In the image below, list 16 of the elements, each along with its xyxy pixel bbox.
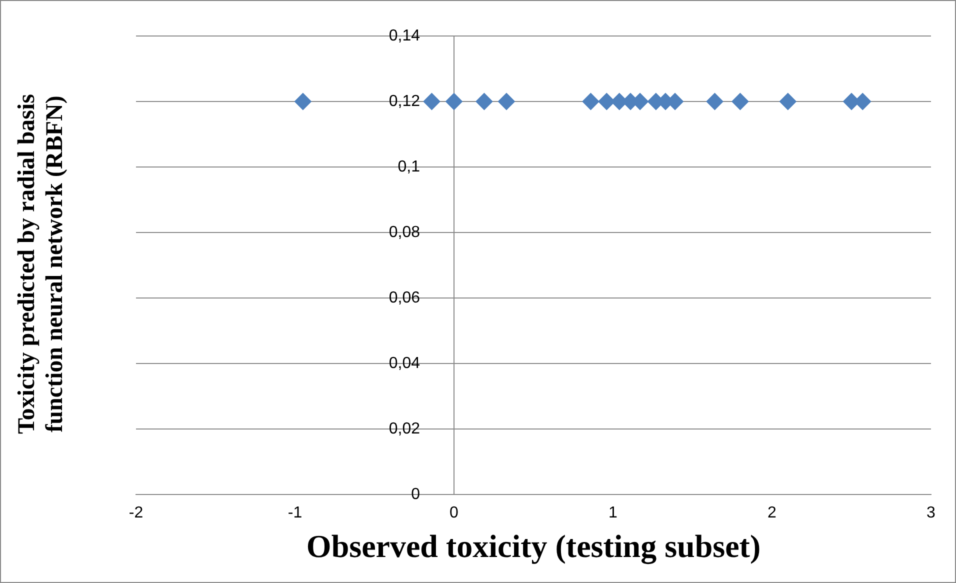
y-tick-label: 0,1 xyxy=(398,158,420,176)
y-tick-label: 0,06 xyxy=(388,289,420,306)
y-tick-label: 0 xyxy=(411,486,420,503)
x-tick-label: 1 xyxy=(608,504,618,522)
y-tick-label: 0,12 xyxy=(388,92,420,110)
x-tick-label: -1 xyxy=(288,504,302,522)
x-axis-title: Observed toxicity (testing subset) xyxy=(306,528,761,566)
y-tick-label: 0,14 xyxy=(388,27,420,44)
y-tick-label: 0,08 xyxy=(388,224,420,241)
x-tick-label: 0 xyxy=(450,504,459,522)
y-tick-label: 0,04 xyxy=(388,354,420,372)
x-tick-label: 2 xyxy=(768,504,777,522)
y-tick-label: 0,02 xyxy=(388,420,420,438)
x-tick-label: -2 xyxy=(128,504,144,522)
x-tick-label: 3 xyxy=(926,504,936,522)
y-axis-title: Toxicity predicted by radial basis function neural network (RBFN) xyxy=(13,92,69,436)
